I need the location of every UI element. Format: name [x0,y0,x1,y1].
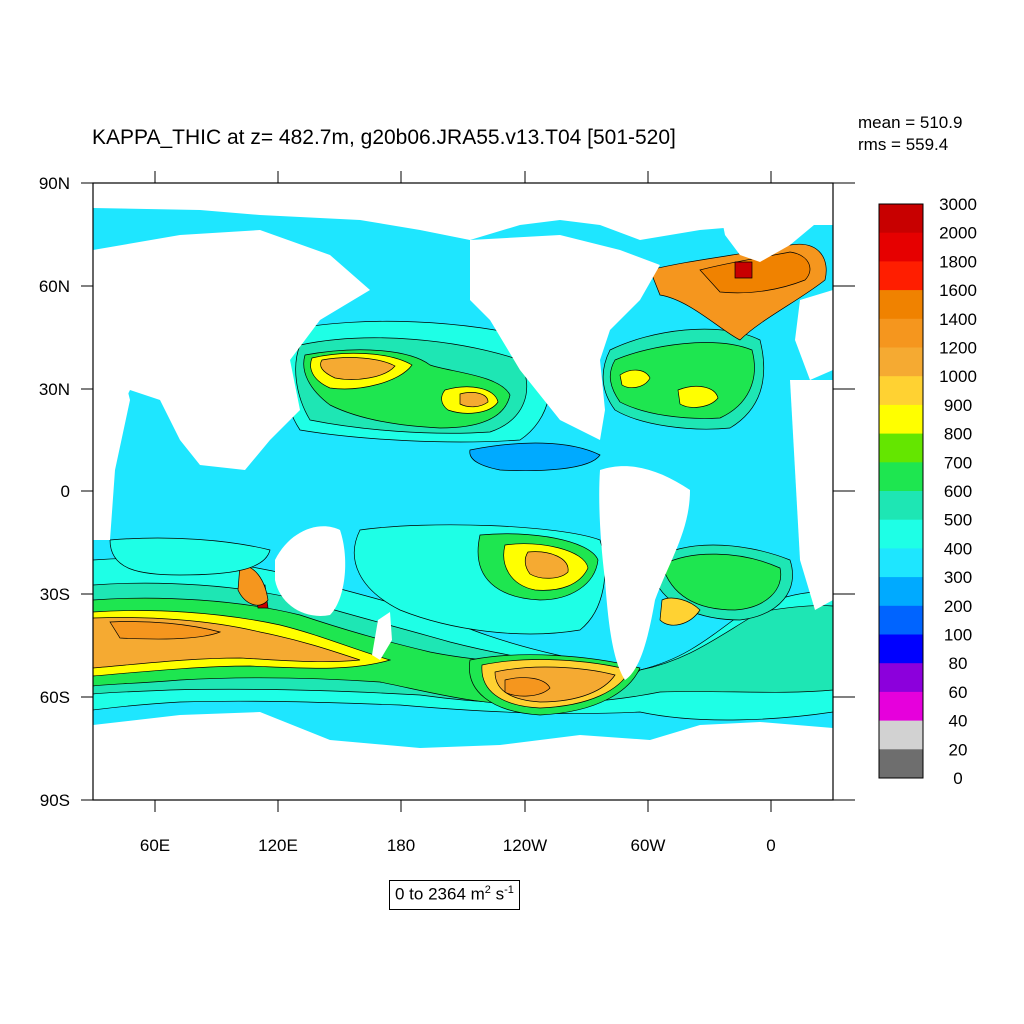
land-s-america [599,466,690,680]
colorbar-level-label: 1800 [939,252,977,271]
units-label: 0 to 2364 m2 s-1 [389,880,520,910]
colorbar-level-label: 400 [944,539,972,558]
land-africa-eu [93,360,130,540]
units-sq: 2 [484,884,491,896]
colorbar-swatch [879,232,923,262]
lon-label-0: 0 [766,836,775,855]
stats-panel: mean = 510.9 rms = 559.4 [858,112,962,156]
lon-label-60w: 60W [631,836,666,855]
colorbar-swatch [879,347,923,377]
colorbar-level-label: 200 [944,597,972,616]
land-n-america [470,235,660,440]
colorbar-swatch [879,491,923,521]
colorbar-swatch [879,290,923,320]
units-range: 0 to 2364 m [395,884,485,904]
lat-label-30n: 30N [39,380,70,399]
colorbar: 3000200018001600140012001000900800700600… [878,195,977,788]
mean-value: mean = 510.9 [858,113,963,132]
agulhas-orange [237,564,269,606]
na-gulfstream-yellow [619,369,651,388]
colorbar-level-label: 0 [953,769,962,788]
colorbar-swatch [879,404,923,434]
colorbar-swatch [879,577,923,607]
na-north-darkorange [699,251,811,294]
colorbar-border [878,203,924,779]
land-greenland [720,205,820,262]
units-inv: -1 [504,884,514,896]
colorbar-level-label: 40 [949,712,968,731]
colorbar-level-label: 1400 [939,310,977,329]
colorbar-level-label: 1600 [939,281,977,300]
land-europe [795,290,833,380]
land-asia [93,230,370,470]
lat-label-60s: 60S [40,688,70,707]
colorbar-swatch [879,318,923,348]
np-kuroshio-orange [320,357,396,380]
lon-label-60e: 60E [140,836,170,855]
lat-label-90n: 90N [39,174,70,193]
lon-ticks [154,171,772,812]
rms-value: rms = 559.4 [858,135,949,154]
colorbar-swatch [879,605,923,635]
colorbar-level-label: 60 [949,683,968,702]
colorbar-swatch [879,519,923,549]
colorbar-swatch [879,749,923,779]
land-africa-east [790,380,833,610]
land-new-zealand [372,612,392,660]
sp-gyre-core [524,551,569,579]
colorbar-level-label: 900 [944,396,972,415]
land-north [93,183,833,240]
colorbar-level-label: 100 [944,626,972,645]
south-pacific-core [504,677,551,697]
lat-label-90s: 90S [40,791,70,810]
na-gyre-green [609,342,755,419]
colorbar-level-label: 1000 [939,367,977,386]
colorbar-level-label: 700 [944,453,972,472]
colorbar-level-label: 2000 [939,224,977,243]
sa-gyre-green [661,553,782,611]
colorbar-swatch [879,663,923,693]
colorbar-swatch [879,634,923,664]
colorbar-level-label: 800 [944,425,972,444]
colorbar-swatch [879,691,923,721]
colorbar-swatch [879,376,923,406]
lat-label-60n: 60N [39,277,70,296]
sa-gyre-yellow [659,597,701,626]
colorbar-swatch [879,462,923,492]
acc-band-darkorange [109,621,222,640]
eq-pacific-blue [469,442,601,471]
colorbar-level-label: 300 [944,568,972,587]
land-antarctica [93,712,833,800]
map-title: KAPPA_THIC at z= 482.7m, g20b06.JRA55.v1… [92,126,676,149]
indian-ocean-teal [109,537,271,576]
lon-label-120e: 120E [258,836,298,855]
lon-labels: 60E 120E 180 120W 60W 0 [140,836,776,855]
map-plot-area [93,183,833,800]
lat-labels: 90N 60N 30N 0 30S 60S 90S [39,174,70,810]
colorbar-level-label: 3000 [939,195,977,214]
lat-label-0: 0 [61,482,70,501]
units-s: s [490,884,505,904]
colorbar-level-label: 20 [949,740,968,759]
na-central-yellow [677,385,719,408]
colorbar-swatch [879,204,923,234]
colorbar-swatch [879,433,923,463]
lat-label-30s: 30S [40,585,70,604]
land-masses [93,183,833,800]
colorbar-level-label: 1200 [939,339,977,358]
land-australia [275,526,346,616]
colorbar-swatch [879,548,923,578]
map-frame: 90N 60N 30N 0 30S 60S 90S 60E 120E 180 1… [39,171,855,855]
colorbar-swatch [879,261,923,291]
colorbar-level-label: 600 [944,482,972,501]
colorbar-level-label: 80 [949,654,968,673]
na-north-red [734,261,753,279]
colorbar-swatch [879,720,923,750]
lat-ticks [81,182,855,801]
colorbar-level-label: 500 [944,511,972,530]
lon-label-180: 180 [387,836,415,855]
lon-label-120w: 120W [503,836,547,855]
np-central-orange [459,392,489,408]
